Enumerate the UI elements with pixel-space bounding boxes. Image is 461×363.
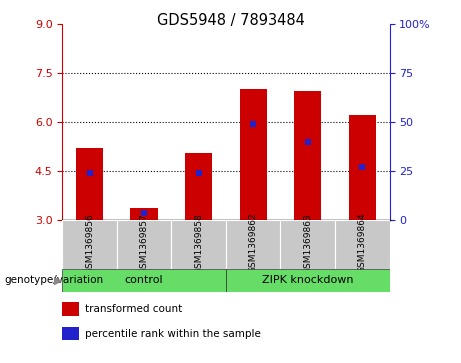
Text: ▶: ▶	[54, 276, 63, 285]
Text: ZIPK knockdown: ZIPK knockdown	[262, 276, 354, 285]
Bar	[335, 220, 390, 269]
Bar	[62, 302, 78, 315]
Bar	[117, 220, 171, 269]
Bar	[62, 269, 226, 292]
Bar	[62, 327, 78, 340]
Bar	[349, 115, 376, 220]
Text: GSM1369858: GSM1369858	[194, 213, 203, 273]
Text: transformed count: transformed count	[85, 304, 183, 314]
Text: GDS5948 / 7893484: GDS5948 / 7893484	[157, 13, 304, 28]
Bar	[185, 152, 212, 220]
Text: GSM1369864: GSM1369864	[358, 213, 367, 273]
Text: GSM1369857: GSM1369857	[140, 213, 148, 273]
Bar	[280, 220, 335, 269]
Text: GSM1369863: GSM1369863	[303, 213, 312, 273]
Bar	[226, 269, 390, 292]
Text: percentile rank within the sample: percentile rank within the sample	[85, 329, 261, 339]
Bar	[240, 89, 267, 220]
Text: GSM1369856: GSM1369856	[85, 213, 94, 273]
Bar	[171, 220, 226, 269]
Bar	[226, 220, 280, 269]
Bar	[76, 148, 103, 220]
Text: GSM1369862: GSM1369862	[248, 213, 258, 273]
Bar	[62, 220, 117, 269]
Bar	[294, 90, 321, 220]
Bar	[130, 208, 158, 220]
Text: control: control	[125, 276, 163, 285]
Text: genotype/variation: genotype/variation	[5, 276, 104, 285]
